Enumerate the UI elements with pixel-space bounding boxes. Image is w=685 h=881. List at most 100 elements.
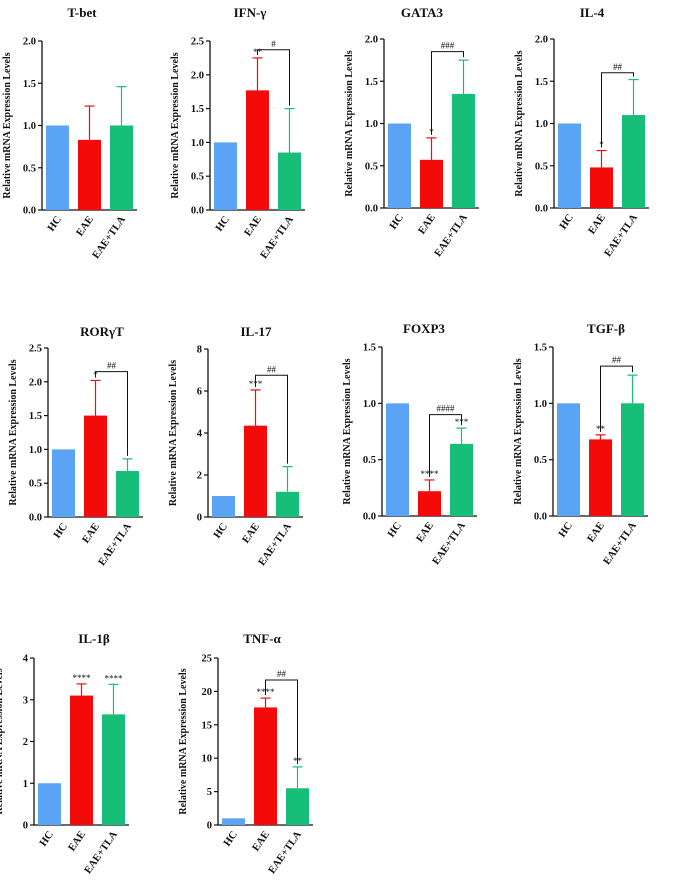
y-tick-label: 1.5: [365, 77, 378, 88]
y-tick-label: 2.0: [23, 37, 36, 48]
y-tick-label: 1.0: [29, 445, 42, 456]
y-tick-label: 1.0: [535, 119, 548, 130]
y-tick-label: 0: [197, 513, 202, 524]
x-category-label-hc: HC: [52, 521, 70, 540]
bar-eae-tla: [110, 125, 133, 210]
y-tick-label: 2: [23, 737, 28, 748]
x-category-label-eae-tla: EAE+TLA: [431, 520, 468, 567]
bar-hc: [38, 783, 61, 825]
significance-stars-eae-tla: ****: [105, 673, 124, 683]
bracket-significance-label: ##: [612, 355, 622, 365]
bracket-significance-label: ##: [267, 364, 277, 374]
y-axis-label: Relative mRNA Expression Levels: [344, 50, 355, 196]
y-tick-label: 0.0: [534, 512, 547, 523]
y-tick-label: 0.0: [29, 513, 42, 524]
chart-title: T-bet: [67, 5, 97, 20]
y-tick-label: 2.5: [29, 344, 42, 355]
y-axis-label: Relative mRNA Expression Levels: [2, 52, 13, 198]
y-tick-label: 2.0: [29, 377, 42, 388]
bar-hc: [558, 123, 581, 208]
bar-hc: [557, 403, 580, 516]
y-tick-label: 0: [23, 821, 28, 832]
y-tick-label: 0.0: [363, 512, 376, 523]
comparison-bracket: [95, 371, 128, 456]
chart-il-4: IL-4 Relative mRNA Expression Levels 0.0 0.…: [514, 5, 649, 259]
x-category-label-hc: HC: [38, 829, 56, 848]
bar-eae-tla: [452, 93, 475, 208]
bar-hc: [386, 403, 409, 516]
x-category-label-eae: EAE: [587, 212, 608, 236]
y-axis-label: Relative mRNA Expression Levels: [170, 52, 181, 198]
comparison-bracket: [265, 679, 298, 764]
y-tick-label: 2.5: [191, 37, 204, 48]
bracket-significance-label: ####: [437, 404, 456, 414]
bar-eae-tla: [622, 115, 645, 208]
bar-eae-tla: [450, 443, 473, 516]
y-tick-label: 1.5: [363, 343, 376, 354]
y-tick-label: 1: [23, 779, 28, 790]
bar-eae-tla: [278, 152, 301, 210]
y-tick-label: 1.5: [535, 77, 548, 88]
bracket-significance-label: ##: [277, 669, 287, 679]
chart-ror-t: RORγT Relative mRNA Expression Levels 0.0 0…: [8, 324, 143, 568]
bar-eae: [254, 707, 277, 825]
significance-stars-eae: ****: [73, 673, 92, 683]
x-category-label-eae-tla: EAE+TLA: [259, 214, 296, 261]
x-category-label-hc: HC: [212, 521, 230, 540]
y-tick-label: 0.5: [363, 455, 376, 466]
x-category-label-eae: EAE: [586, 520, 607, 544]
x-category-label-eae: EAE: [415, 520, 436, 544]
x-category-label-hc: HC: [557, 520, 575, 539]
y-tick-label: 4: [197, 429, 203, 440]
chart-tnf: TNF-α Relative mRNA Expression Levels 0 5 10…: [178, 631, 313, 876]
comparison-bracket: [601, 72, 634, 148]
y-tick-label: 8: [197, 345, 202, 356]
bracket-significance-label: #: [271, 39, 276, 49]
bar-hc: [388, 123, 411, 208]
chart-ifn: IFN-γ Relative mRNA Expression Levels 0.0 0…: [170, 5, 305, 261]
bar-eae-tla: [276, 491, 299, 517]
x-category-label-hc: HC: [222, 829, 240, 848]
y-axis-label: Relative mRNA Expression Levels: [168, 360, 179, 506]
bar-eae-tla: [102, 714, 125, 825]
y-tick-label: 1.5: [534, 343, 547, 354]
chart-title: GATA3: [401, 5, 444, 20]
y-tick-label: 1.5: [191, 104, 204, 115]
bar-eae: [420, 159, 443, 208]
x-category-label-hc: HC: [46, 214, 64, 233]
y-tick-label: 0.5: [535, 161, 548, 172]
bar-eae-tla: [286, 788, 309, 825]
comparison-bracket: [429, 414, 462, 477]
y-tick-label: 1.0: [363, 399, 376, 410]
y-tick-label: 2.0: [365, 35, 378, 46]
y-tick-label: 0.5: [29, 479, 42, 490]
x-category-label-hc: HC: [558, 212, 576, 231]
y-tick-label: 0.0: [535, 204, 548, 215]
y-tick-label: 1.5: [29, 411, 42, 422]
x-category-label-eae-tla: EAE+TLA: [602, 520, 639, 567]
bar-eae: [78, 139, 101, 210]
chart-gata3: GATA3 Relative mRNA Expression Levels 0.0 0…: [344, 5, 479, 259]
x-category-label-eae-tla: EAE+TLA: [97, 521, 134, 568]
y-tick-label: 0.5: [365, 161, 378, 172]
chart-il-17: IL-17 Relative mRNA Expression Levels 0 2 4 6…: [168, 324, 303, 568]
x-category-label-eae: EAE: [67, 829, 88, 853]
bar-eae: [590, 167, 613, 208]
chart-tgf: TGF-β Relative mRNA Expression Levels 0.0 0…: [513, 321, 648, 567]
chart-title: TGF-β: [587, 321, 625, 336]
y-axis-label: Relative mRNA Expression Levels: [513, 358, 524, 504]
chart-title: IL-1β: [78, 631, 110, 646]
x-category-label-eae-tla: EAE+TLA: [433, 212, 470, 259]
x-category-label-eae-tla: EAE+TLA: [83, 829, 120, 876]
y-axis-label: Relative mRNA Expression Levels: [178, 668, 189, 814]
y-axis-label: Relative mRNA Expression Levels: [514, 50, 525, 196]
y-tick-label: 5: [207, 787, 212, 798]
y-tick-label: 0.0: [191, 206, 204, 217]
bar-eae-tla: [621, 403, 644, 516]
chart-title: RORγT: [80, 324, 124, 339]
x-category-label-eae-tla: EAE+TLA: [267, 829, 304, 876]
y-axis-label: Relative mRNA Expression Levels: [342, 358, 353, 504]
x-category-label-eae-tla: EAE+TLA: [257, 521, 294, 568]
comparison-bracket: [431, 51, 464, 135]
bracket-significance-label: ###: [441, 41, 455, 51]
